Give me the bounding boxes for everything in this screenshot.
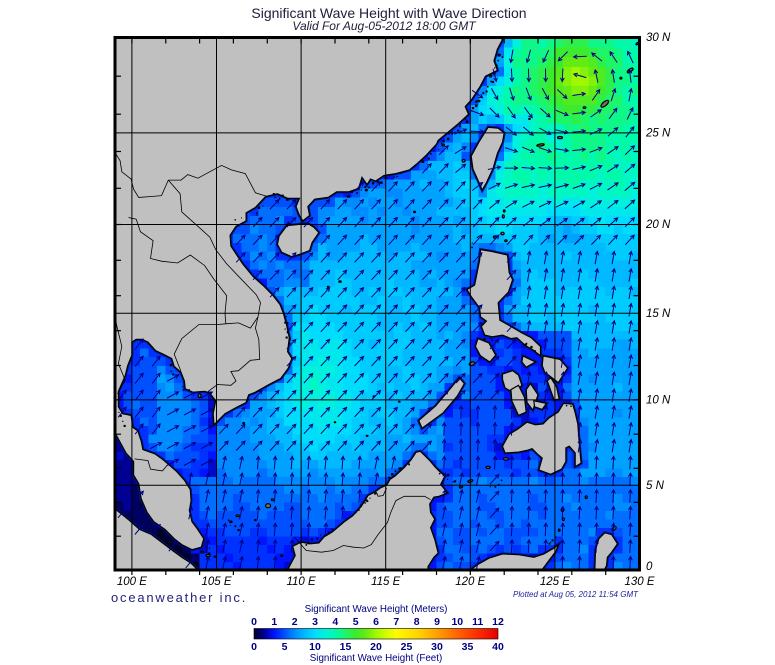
svg-text:9: 9 <box>434 616 440 628</box>
svg-text:1: 1 <box>271 616 277 628</box>
svg-text:120 E: 120 E <box>455 576 485 588</box>
svg-text:8: 8 <box>414 616 420 628</box>
svg-text:130 E: 130 E <box>624 576 654 588</box>
svg-text:25: 25 <box>401 641 413 653</box>
svg-text:Significant Wave Height (Feet): Significant Wave Height (Feet) <box>310 653 443 664</box>
svg-text:15 N: 15 N <box>646 308 671 320</box>
svg-text:10 N: 10 N <box>646 394 671 406</box>
svg-text:6: 6 <box>373 616 379 628</box>
svg-text:11: 11 <box>472 616 483 628</box>
svg-text:105 E: 105 E <box>201 576 231 588</box>
svg-text:5: 5 <box>282 641 288 653</box>
svg-text:20 N: 20 N <box>645 219 671 231</box>
svg-text:Significant Wave Height with W: Significant Wave Height with Wave Direct… <box>251 5 526 21</box>
svg-text:125 E: 125 E <box>540 576 570 588</box>
svg-text:oceanweather inc.: oceanweather inc. <box>111 590 247 605</box>
svg-text:25 N: 25 N <box>645 127 671 139</box>
svg-text:5 N: 5 N <box>646 480 665 492</box>
svg-text:0: 0 <box>646 561 653 573</box>
svg-text:3: 3 <box>312 616 318 628</box>
svg-text:10: 10 <box>309 641 321 653</box>
svg-text:0: 0 <box>251 616 257 628</box>
svg-text:12: 12 <box>492 616 504 628</box>
svg-text:7: 7 <box>393 616 399 628</box>
svg-text:115 E: 115 E <box>371 576 401 588</box>
svg-text:Plotted at Aug 05, 2012 11:54: Plotted at Aug 05, 2012 11:54 GMT <box>513 590 639 599</box>
svg-text:40: 40 <box>492 641 504 653</box>
svg-text:30 N: 30 N <box>646 32 671 44</box>
svg-text:20: 20 <box>370 641 382 653</box>
svg-text:Valid For Aug-05-2012 18:00 GM: Valid For Aug-05-2012 18:00 GMT <box>292 19 477 33</box>
svg-text:4: 4 <box>332 616 338 628</box>
svg-text:5: 5 <box>353 616 359 628</box>
svg-text:2: 2 <box>292 616 298 628</box>
svg-text:100 E: 100 E <box>117 576 147 588</box>
svg-text:10: 10 <box>451 616 463 628</box>
svg-text:110 E: 110 E <box>286 576 316 588</box>
svg-text:Significant Wave Height (Meter: Significant Wave Height (Meters) <box>305 604 448 615</box>
svg-text:35: 35 <box>462 641 474 653</box>
svg-text:15: 15 <box>340 641 352 653</box>
svg-text:30: 30 <box>431 641 443 653</box>
svg-text:0: 0 <box>251 641 257 653</box>
